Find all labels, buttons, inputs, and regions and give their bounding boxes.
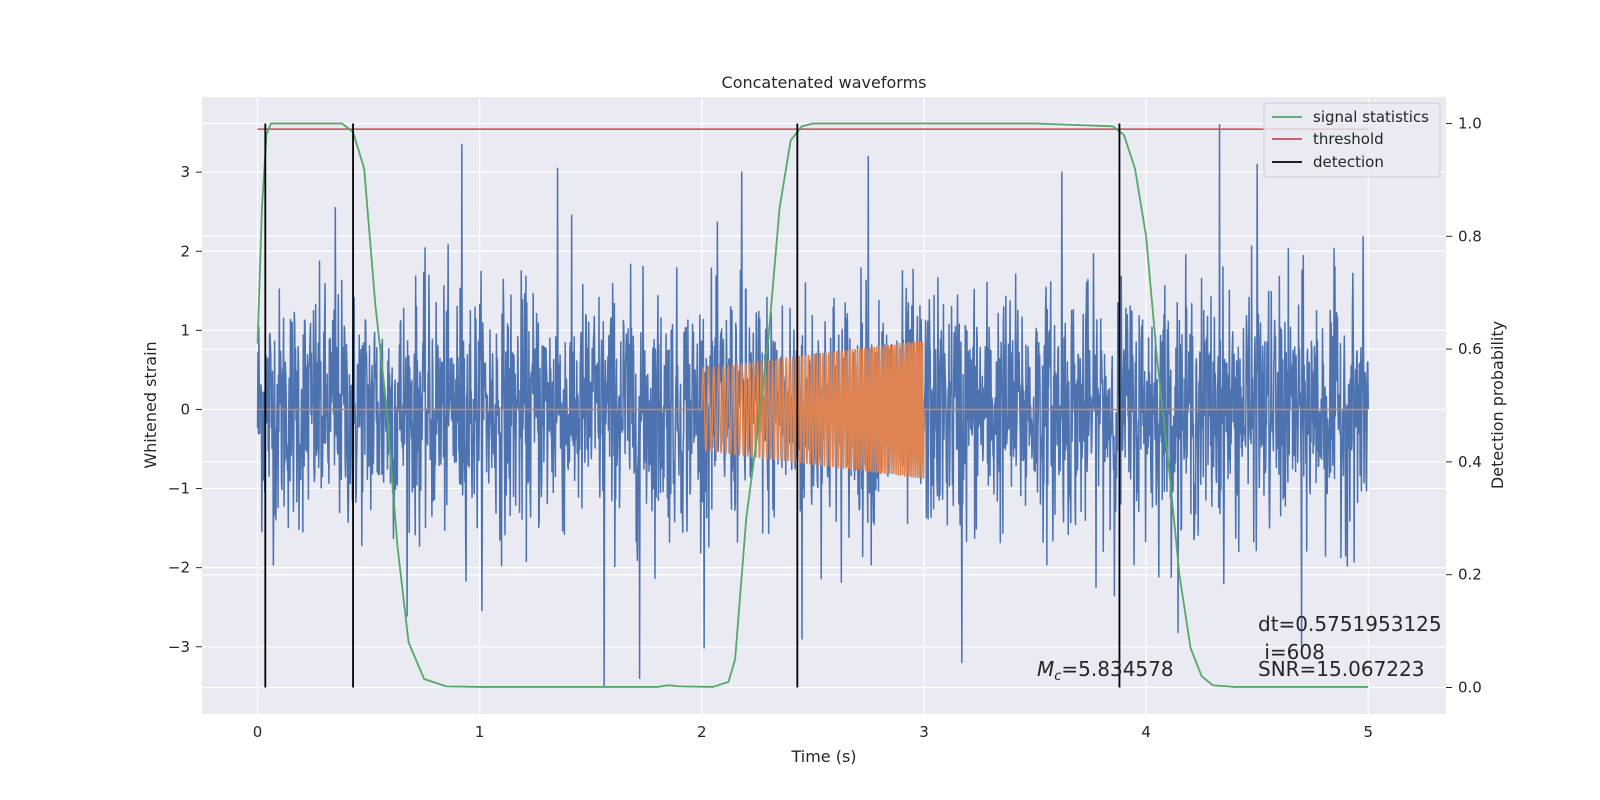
mc-subscript: c <box>1054 669 1061 684</box>
mc-annotation: Mc=5.834578 <box>1037 657 1174 684</box>
axes: 0 1 2 3 4 5 −3 −2 −1 0 1 2 3 0.0 0.2 0.4 0.6 0.8 1.0 <box>168 115 1482 741</box>
dt-annotation: dt=0.5751953125 <box>1258 612 1442 636</box>
y-tick-label: −3 <box>168 638 190 656</box>
y-tick-label: 1 <box>180 321 190 339</box>
x-tick-label: 1 <box>475 723 485 741</box>
y2-axis-label: Detection probability <box>1488 321 1507 489</box>
template-waveform-line <box>257 341 1369 479</box>
legend-label-threshold: threshold <box>1313 130 1384 148</box>
legend-label-detection: detection <box>1313 153 1384 171</box>
signal-statistics-line <box>256 122 1369 688</box>
y2-tick-label: 0.8 <box>1458 227 1482 245</box>
y2-tick-label: 0.0 <box>1458 678 1482 696</box>
y-tick-label: −2 <box>168 559 190 577</box>
mc-value: =5.834578 <box>1061 657 1173 681</box>
y2-tick-label: 0.4 <box>1458 453 1482 471</box>
plot-layer <box>256 122 1369 688</box>
x-tick-label: 2 <box>697 723 707 741</box>
y2-tick-label: 0.2 <box>1458 566 1482 584</box>
chart-title: Concatenated waveforms <box>722 73 927 92</box>
y-tick-label: 3 <box>180 163 190 181</box>
y2-tick-label: 0.6 <box>1458 340 1482 358</box>
i-annotation: i=608 <box>1258 640 1325 664</box>
mc-symbol: M <box>1037 657 1054 681</box>
x-tick-label: 4 <box>1141 723 1151 741</box>
x-axis-label: Time (s) <box>790 747 856 766</box>
y2-tick-label: 1.0 <box>1458 115 1482 133</box>
y-tick-label: 2 <box>180 242 190 260</box>
y-tick-label: −1 <box>168 480 190 498</box>
y-axis-label: Whitened strain <box>141 341 160 468</box>
x-tick-label: 5 <box>1363 723 1373 741</box>
annotations: Mc=5.834578 dt=0.5751953125 i=608 SNR=15… <box>1037 612 1442 684</box>
legend-label-signal-statistics: signal statistics <box>1313 108 1429 126</box>
legend-box <box>1263 102 1441 178</box>
legend: signal statistics threshold detection <box>1263 102 1441 178</box>
x-tick-label: 3 <box>919 723 929 741</box>
y-tick-label: 0 <box>180 400 190 418</box>
x-tick-label: 0 <box>253 723 263 741</box>
snr-annotation: SNR=15.067223 <box>1258 657 1424 681</box>
